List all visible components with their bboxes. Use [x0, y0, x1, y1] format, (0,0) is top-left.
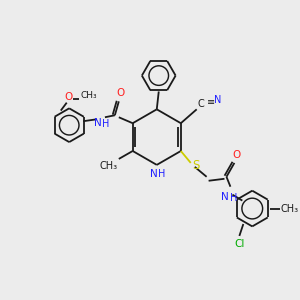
- Text: N: N: [94, 118, 102, 128]
- Text: H: H: [102, 119, 110, 129]
- Text: O: O: [232, 150, 241, 160]
- Text: O: O: [117, 88, 125, 98]
- Text: N: N: [150, 169, 158, 179]
- Text: CH₃: CH₃: [80, 91, 97, 100]
- Text: H: H: [230, 193, 237, 202]
- Text: Cl: Cl: [234, 239, 244, 249]
- Text: CH₃: CH₃: [281, 203, 299, 214]
- Text: O: O: [64, 92, 73, 102]
- Text: H: H: [158, 169, 165, 179]
- Text: ≡: ≡: [206, 98, 215, 107]
- Text: S: S: [192, 159, 200, 172]
- Text: C: C: [198, 99, 205, 110]
- Text: N: N: [220, 192, 228, 202]
- Text: N: N: [214, 95, 221, 105]
- Text: CH₃: CH₃: [100, 161, 118, 171]
